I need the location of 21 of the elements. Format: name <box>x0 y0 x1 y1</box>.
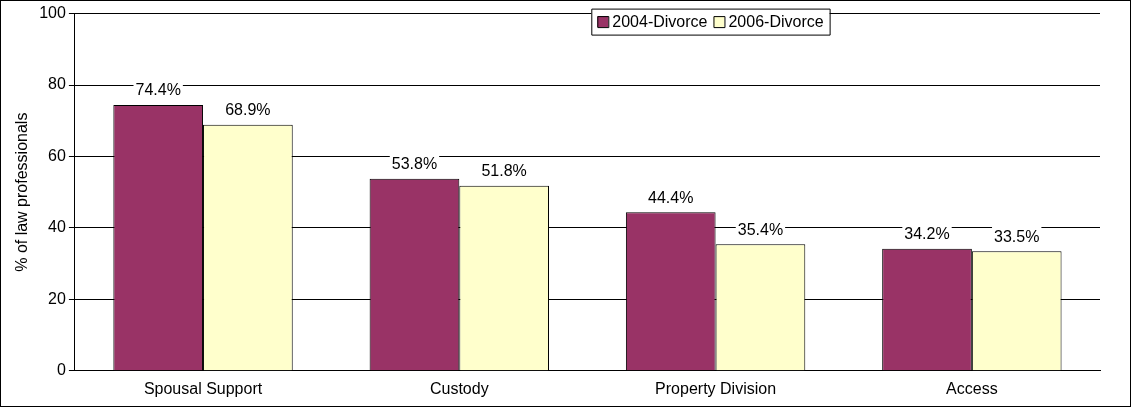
data-label: 53.8% <box>391 155 438 173</box>
legend-label: 2004-Divorce <box>612 13 708 31</box>
y-axis-title: % of law professionals <box>13 112 31 272</box>
legend-label: 2006-Divorce <box>728 13 824 31</box>
y-tick-label: 80 <box>48 75 66 93</box>
y-tick-label: 60 <box>48 146 66 164</box>
x-tick-label: Property Division <box>655 379 777 397</box>
y-tick-label: 0 <box>56 361 66 379</box>
x-tick-label: Custody <box>429 379 489 397</box>
data-label: 34.2% <box>904 225 950 243</box>
x-tick-label: Spousal Support <box>143 379 263 397</box>
data-label: 35.4% <box>737 220 784 238</box>
data-label: 51.8% <box>481 162 527 180</box>
data-label: 68.9% <box>225 101 271 119</box>
y-tick-label: 100 <box>39 4 66 22</box>
data-label: 74.4% <box>135 81 181 99</box>
y-tick-label: 40 <box>48 218 66 236</box>
data-label: 33.5% <box>994 227 1040 245</box>
data-label: 44.4% <box>648 188 694 206</box>
x-tick-label: Access <box>946 379 998 397</box>
y-tick-label: 20 <box>48 289 66 307</box>
